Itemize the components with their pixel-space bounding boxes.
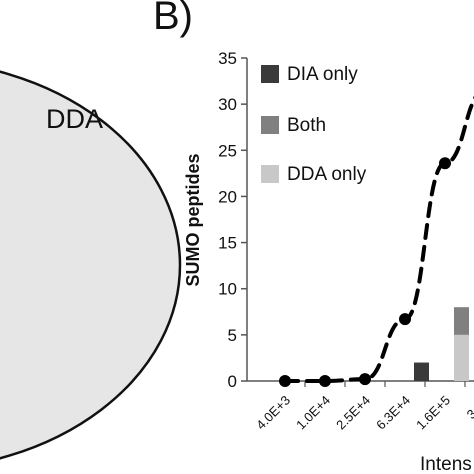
legend-swatch: [261, 65, 279, 83]
venn-label-dda: DDA: [46, 104, 104, 134]
chart-trend-line: [279, 95, 474, 387]
x-tick-label: 2.5E+4: [333, 393, 373, 433]
legend-label: DDA only: [287, 164, 367, 185]
y-tick-label: 25: [218, 141, 237, 160]
total-line-point: [439, 157, 451, 170]
x-tick-label: 1.6E+5: [413, 393, 453, 433]
legend-label: DIA only: [287, 64, 358, 85]
x-tick-label: 4.0E+3: [253, 393, 293, 433]
chart-legend: DIA only Both DDA only: [261, 64, 367, 185]
x-axis-title: Intens: [420, 454, 472, 474]
legend-label: Both: [287, 115, 326, 136]
x-tick-label: 3.9E: [464, 392, 474, 422]
bar-segment: [454, 307, 469, 335]
y-tick-label: 30: [218, 95, 237, 114]
total-line-point: [319, 375, 331, 387]
chart-labels: SUMO peptides Intens: [183, 153, 472, 474]
y-tick-label: 20: [218, 187, 237, 206]
chart-axes: 0 5 10 15 20 25 30 35 4.0E+3 1.0E+4 2.5E+4 6.3E+4 1.…: [218, 49, 474, 433]
y-tick-label: 15: [218, 234, 237, 253]
chart-bars: [414, 307, 469, 381]
panel-label: B): [153, 0, 193, 38]
y-axis-title: SUMO peptides: [183, 153, 203, 286]
bar-segment: [414, 362, 429, 381]
total-line-point: [279, 375, 291, 387]
legend-swatch: [261, 165, 279, 183]
x-tick-label: 6.3E+4: [373, 393, 413, 433]
x-tick-label: 1.0E+4: [293, 393, 333, 433]
y-tick-label: 5: [228, 326, 237, 345]
legend-swatch: [261, 116, 279, 134]
venn-circle-dda: [0, 70, 182, 460]
bar-segment: [454, 334, 469, 381]
total-line-point: [399, 313, 411, 326]
y-tick-label: 10: [218, 280, 237, 299]
y-tick-label: 0: [228, 372, 237, 391]
total-line-point: [359, 373, 371, 386]
y-tick-label: 35: [218, 49, 237, 68]
